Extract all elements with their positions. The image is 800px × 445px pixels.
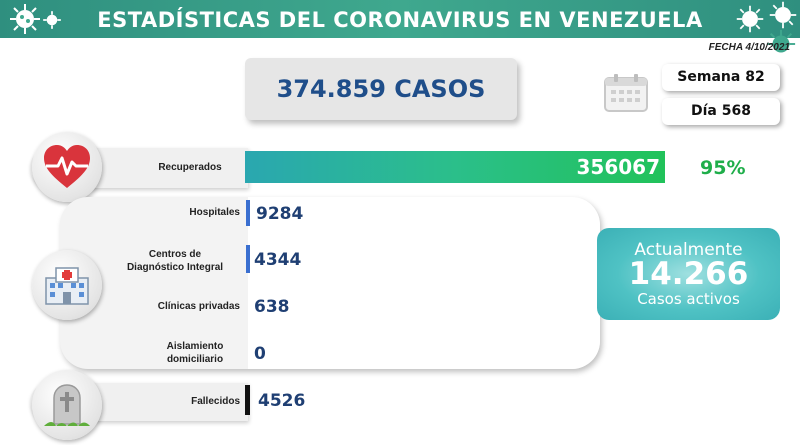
virus-icon <box>769 1 797 29</box>
home-isolation-label: Aislamiento domiciliario <box>166 341 224 365</box>
active-cases-value: 14.266 <box>628 256 749 292</box>
virus-icon <box>43 11 61 29</box>
hospital-icon-circle <box>32 250 102 320</box>
heart-pulse-icon <box>44 145 90 188</box>
recovered-percent: 95% <box>700 157 746 179</box>
page-title: ESTADÍSTICAS DEL CORONAVIRUS EN VENEZUEL… <box>97 8 703 32</box>
recovered-bar <box>245 151 665 183</box>
deceased-bar <box>245 385 250 415</box>
recovered-icon-circle <box>32 132 102 202</box>
cdi-label: Centros de Diagnóstico Integral <box>126 249 224 273</box>
active-cases-top-label: Actualmente <box>634 240 743 260</box>
hospital-icon <box>45 267 89 305</box>
virus-icon <box>736 5 764 33</box>
header-banner: ESTADÍSTICAS DEL CORONAVIRUS EN VENEZUEL… <box>0 0 800 38</box>
deceased-label: Fallecidos <box>191 396 240 407</box>
active-breakdown-values-area <box>248 197 600 369</box>
recovered-label: Recuperados <box>158 162 222 173</box>
day-pill: Día 568 <box>662 98 780 125</box>
week-pill: Semana 82 <box>662 64 780 91</box>
hospitals-bar <box>246 200 250 226</box>
private-clinics-label: Clínicas privadas <box>157 301 240 312</box>
private-clinics-value: 638 <box>254 297 290 317</box>
virus-icon <box>766 29 796 53</box>
active-cases-box: Actualmente 14.266 Casos activos <box>597 228 780 320</box>
deceased-value: 4526 <box>258 391 306 411</box>
cdi-value: 4344 <box>254 250 302 270</box>
recovered-value: 356067 <box>576 155 661 179</box>
calendar-icon <box>604 74 648 112</box>
hospitals-label: Hospitales <box>189 207 240 218</box>
hospitals-value: 9284 <box>256 204 304 224</box>
virus-icon <box>10 4 40 34</box>
active-cases-bottom-label: Casos activos <box>637 290 740 308</box>
home-isolation-value: 0 <box>254 344 266 364</box>
total-cases-box: 374.859 CASOS <box>245 58 517 120</box>
cdi-bar <box>246 245 250 273</box>
report-date: FECHA 4/10/2021 <box>708 42 790 53</box>
tombstone-icon <box>44 384 90 426</box>
deceased-icon-circle <box>32 370 102 440</box>
